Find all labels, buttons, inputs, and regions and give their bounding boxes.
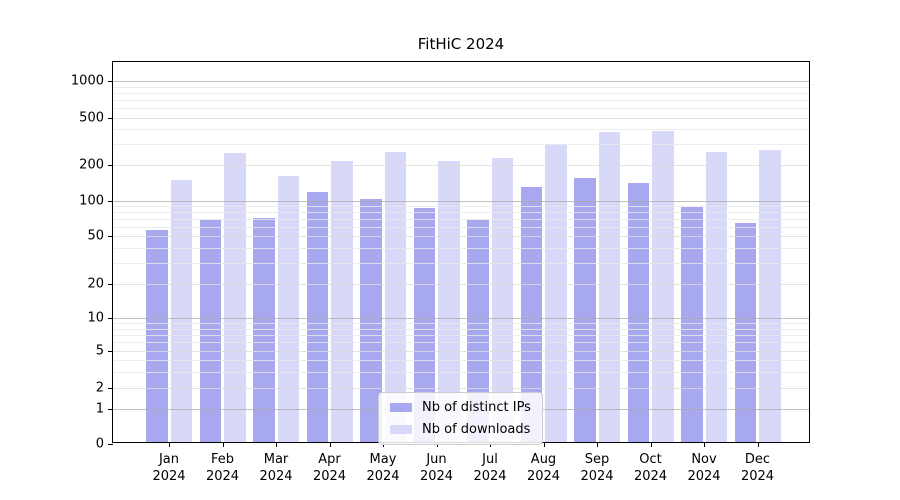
bars-layer — [113, 62, 809, 442]
chart-title: FitHiC 2024 — [417, 35, 505, 53]
x-tick-label-may: May 2024 — [366, 452, 400, 484]
bar-distinct-ips-may — [360, 199, 382, 442]
x-tick-sep — [597, 442, 598, 447]
x-tick-dec — [757, 442, 759, 447]
y-tick-label-500: 500 — [79, 110, 104, 126]
bar-downloads-jan — [170, 180, 192, 442]
x-tick-label-apr: Apr 2024 — [312, 452, 347, 484]
bar-downloads-oct — [652, 130, 674, 442]
bar-distinct-ips-dec — [734, 223, 756, 442]
y-tick-1 — [108, 409, 113, 410]
bar-distinct-ips-jun — [413, 208, 435, 442]
bar-distinct-ips-mar — [253, 218, 275, 442]
y-tick-50 — [108, 236, 113, 237]
bar-distinct-ips-nov — [681, 206, 703, 442]
bar-downloads-nov — [705, 151, 727, 442]
y-tick-label-20: 20 — [87, 276, 104, 292]
y-tick-label-1000: 1000 — [70, 73, 104, 89]
y-tick-2 — [108, 387, 113, 389]
legend-label-distinct-ips: Nb of distinct IPs — [422, 400, 531, 415]
legend-item-distinct-ips: Nb of distinct IPs — [390, 400, 531, 415]
x-tick-label-jul: Jul 2024 — [473, 452, 507, 484]
legend-swatch-downloads — [390, 425, 412, 434]
bar-downloads-mar — [277, 175, 299, 442]
x-tick-apr — [329, 442, 331, 447]
y-tick-100 — [108, 201, 113, 202]
y-tick-20 — [108, 284, 113, 286]
x-tick-label-dec: Dec 2024 — [740, 452, 775, 484]
y-tick-1000 — [108, 80, 113, 82]
x-tick-label-jan: Jan 2024 — [152, 452, 186, 484]
y-tick-label-2: 2 — [95, 380, 104, 396]
x-tick-oct — [650, 442, 652, 447]
x-tick-nov — [704, 442, 705, 447]
x-tick-label-oct: Oct 2024 — [633, 452, 668, 484]
plot-area: 0 1 2 5 10 20 50 100 200 500 1000 Jan 2024 Feb 2024 Ma… — [71, 61, 810, 484]
x-tick-label-aug: Aug 2024 — [526, 452, 561, 484]
x-tick-label-jun: Jun 2024 — [419, 452, 454, 484]
y-tick-0 — [108, 444, 113, 445]
y-tick-10 — [108, 318, 113, 320]
y-tick-label-5: 5 — [95, 343, 104, 359]
legend-swatch-distinct-ips — [390, 403, 412, 412]
x-tick-jan — [169, 442, 170, 447]
x-tick-mar — [276, 442, 277, 447]
bar-distinct-ips-apr — [306, 191, 328, 442]
bar-downloads-aug — [545, 143, 567, 442]
y-tick-label-1: 1 — [95, 401, 104, 417]
y-tick-label-50: 50 — [87, 228, 104, 244]
bar-downloads-dec — [759, 149, 781, 442]
bar-distinct-ips-jan — [146, 230, 168, 442]
y-tick-label-200: 200 — [79, 157, 104, 173]
bar-downloads-jul — [491, 158, 513, 442]
y-tick-200 — [108, 164, 113, 166]
x-tick-aug — [543, 442, 545, 447]
bar-downloads-feb — [224, 153, 246, 442]
x-tick-label-feb: Feb 2024 — [205, 452, 240, 484]
bar-distinct-ips-sep — [574, 177, 596, 442]
bar-downloads-may — [384, 152, 406, 442]
bar-distinct-ips-oct — [627, 182, 649, 442]
x-tick-label-nov: Nov 2024 — [687, 452, 721, 484]
y-tick-500 — [108, 118, 113, 119]
legend-item-downloads: Nb of downloads — [390, 422, 531, 437]
bar-distinct-ips-jul — [467, 220, 489, 442]
x-tick-label-sep: Sep 2024 — [580, 452, 614, 484]
x-tick-feb — [222, 442, 224, 447]
x-tick-label-mar: Mar 2024 — [259, 452, 293, 484]
bar-distinct-ips-aug — [520, 186, 542, 442]
legend-label-downloads: Nb of downloads — [422, 422, 531, 437]
y-tick-label-100: 100 — [79, 193, 104, 209]
bar-downloads-apr — [331, 160, 353, 442]
bar-downloads-sep — [598, 131, 620, 442]
y-tick-5 — [108, 350, 113, 352]
y-tick-label-0: 0 — [95, 436, 104, 452]
y-tick-label-10: 10 — [87, 310, 104, 326]
legend: Nb of distinct IPs Nb of downloads — [378, 392, 543, 445]
bar-distinct-ips-feb — [199, 220, 221, 442]
